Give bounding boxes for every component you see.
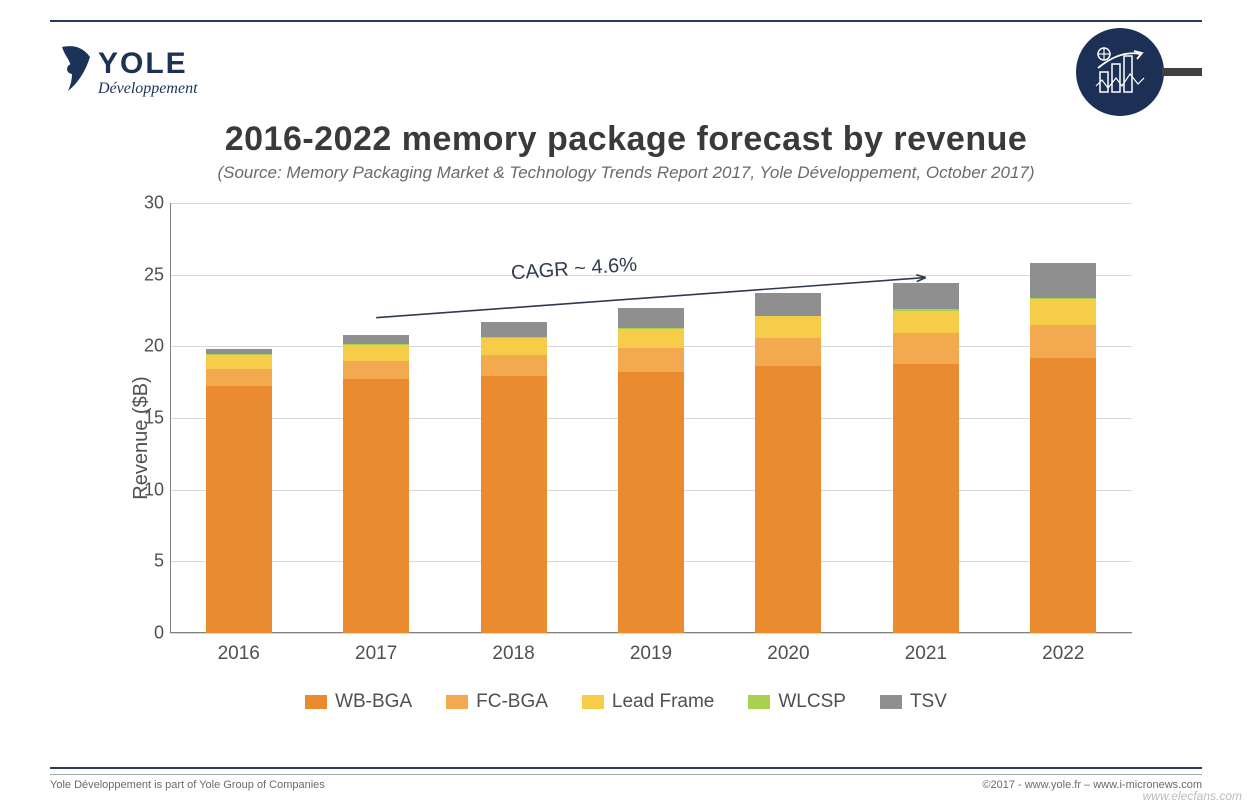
legend-swatch	[446, 695, 468, 709]
legend-item-fc-bga: FC-BGA	[446, 691, 548, 713]
legend-label: FC-BGA	[476, 691, 548, 713]
logo-svg: YOLE Développement	[50, 37, 270, 107]
svg-text:Développement: Développement	[97, 80, 198, 97]
ytick-label: 10	[130, 479, 164, 500]
legend: WB-BGA FC-BGA Lead Frame WLCSP TSV	[50, 691, 1202, 713]
ytick-label: 0	[130, 623, 164, 644]
legend-item-wlcsp: WLCSP	[748, 691, 846, 713]
legend-label: Lead Frame	[612, 691, 714, 713]
chart-icon	[1090, 42, 1150, 102]
ytick-label: 15	[130, 408, 164, 429]
legend-swatch	[880, 695, 902, 709]
chart-badge	[1076, 28, 1164, 116]
chart-title: 2016-2022 memory package forecast by rev…	[50, 120, 1202, 159]
legend-item-wb-bga: WB-BGA	[305, 691, 412, 713]
footer: Yole Développement is part of Yole Group…	[50, 774, 1202, 791]
yole-logo: YOLE Développement	[50, 37, 270, 107]
legend-label: WB-BGA	[335, 691, 412, 713]
ytick-label: 30	[130, 193, 164, 214]
footer-left: Yole Développement is part of Yole Group…	[50, 779, 325, 791]
ytick-label: 5	[130, 551, 164, 572]
grid-line	[170, 633, 1132, 634]
ytick-label: 25	[130, 264, 164, 285]
watermark: www.elecfans.com	[1143, 789, 1242, 803]
svg-text:YOLE: YOLE	[98, 47, 188, 80]
legend-label: TSV	[910, 691, 947, 713]
xtick-label: 2017	[355, 643, 397, 665]
plot-region: 0510152025302016201720182019202020212022…	[170, 203, 1132, 633]
xtick-label: 2021	[905, 643, 947, 665]
legend-item-tsv: TSV	[880, 691, 947, 713]
chart-subtitle: (Source: Memory Packaging Market & Techn…	[50, 163, 1202, 183]
legend-swatch	[582, 695, 604, 709]
annotation-arrow	[170, 203, 1132, 633]
title-block: 2016-2022 memory package forecast by rev…	[50, 120, 1202, 183]
badge-trailing-bar	[1162, 68, 1202, 76]
slide-frame: YOLE Développement 20	[50, 20, 1202, 769]
xtick-label: 2016	[218, 643, 260, 665]
header: YOLE Développement	[50, 22, 1202, 112]
chart-badge-wrap	[1076, 28, 1202, 116]
xtick-label: 2019	[630, 643, 672, 665]
legend-label: WLCSP	[778, 691, 846, 713]
xtick-label: 2022	[1042, 643, 1084, 665]
legend-swatch	[305, 695, 327, 709]
legend-item-lead-frame: Lead Frame	[582, 691, 714, 713]
xtick-label: 2018	[492, 643, 534, 665]
chart-area: Revenue ($B) 051015202530201620172018201…	[110, 203, 1142, 673]
xtick-label: 2020	[767, 643, 809, 665]
legend-swatch	[748, 695, 770, 709]
ytick-label: 20	[130, 336, 164, 357]
